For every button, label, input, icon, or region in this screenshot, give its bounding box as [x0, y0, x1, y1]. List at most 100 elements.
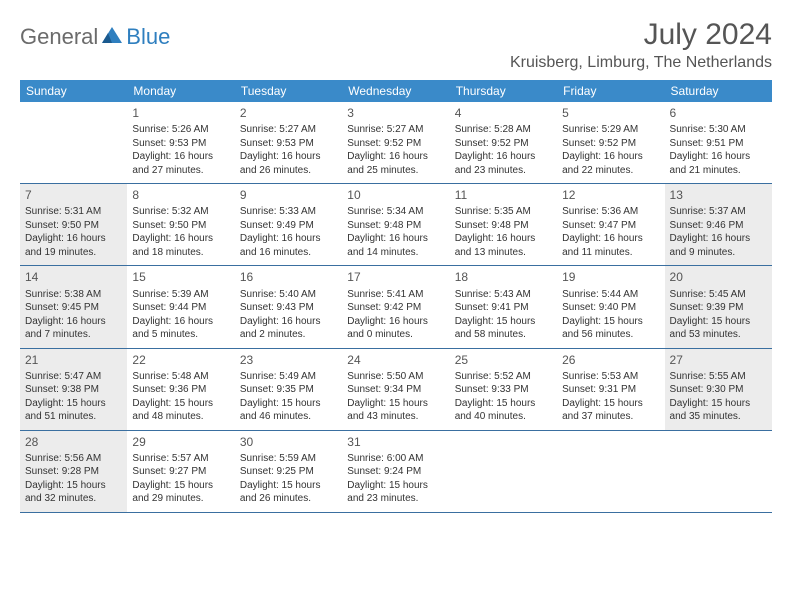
day-number: 29 — [132, 434, 229, 450]
day-info-line: Sunrise: 5:45 AM — [670, 288, 767, 302]
day-info-line: Daylight: 16 hours — [25, 315, 122, 329]
logo-triangle-icon — [102, 27, 122, 48]
day-info-line: Daylight: 15 hours — [670, 315, 767, 329]
day-info-line: Daylight: 15 hours — [347, 397, 444, 411]
day-info-line: Sunrise: 5:34 AM — [347, 205, 444, 219]
day-info-line: Sunrise: 5:27 AM — [240, 123, 337, 137]
day-info-line: and 51 minutes. — [25, 410, 122, 424]
day-info-line: Sunrise: 5:29 AM — [562, 123, 659, 137]
day-info-line: and 19 minutes. — [25, 246, 122, 260]
day-cell: 4Sunrise: 5:28 AMSunset: 9:52 PMDaylight… — [450, 102, 557, 183]
day-info-line: Sunrise: 5:37 AM — [670, 205, 767, 219]
day-info-line: Daylight: 16 hours — [562, 232, 659, 246]
day-info-line: and 21 minutes. — [670, 164, 767, 178]
day-info-line: Daylight: 16 hours — [347, 315, 444, 329]
day-number: 27 — [670, 352, 767, 368]
day-cell: 8 Sunrise: 5:32 AMSunset: 9:50 PMDaylight… — [127, 184, 234, 265]
day-cell: 26Sunrise: 5:53 AMSunset: 9:31 PMDayligh… — [557, 349, 664, 430]
day-number: 15 — [132, 269, 229, 285]
day-info-line: Sunset: 9:43 PM — [240, 301, 337, 315]
day-info-line: Sunset: 9:44 PM — [132, 301, 229, 315]
day-info-line: and 25 minutes. — [347, 164, 444, 178]
day-info-line: and 7 minutes. — [25, 328, 122, 342]
day-cell: 9Sunrise: 5:33 AMSunset: 9:49 PMDaylight… — [235, 184, 342, 265]
weekday-cell: Monday — [127, 80, 234, 102]
day-info-line: Sunrise: 5:56 AM — [25, 452, 122, 466]
day-number: 26 — [562, 352, 659, 368]
day-info-line: Sunrise: 5:38 AM — [25, 288, 122, 302]
day-info-line: Sunset: 9:52 PM — [347, 137, 444, 151]
day-info-line: and 2 minutes. — [240, 328, 337, 342]
day-info-line: Sunrise: 5:28 AM — [455, 123, 552, 137]
day-info-line: and 13 minutes. — [455, 246, 552, 260]
day-info-line: Sunset: 9:52 PM — [455, 137, 552, 151]
day-cell: 18Sunrise: 5:43 AMSunset: 9:41 PMDayligh… — [450, 266, 557, 347]
day-info-line: Daylight: 15 hours — [562, 315, 659, 329]
day-number: 23 — [240, 352, 337, 368]
day-info-line: Sunset: 9:25 PM — [240, 465, 337, 479]
day-info-line: Daylight: 15 hours — [25, 479, 122, 493]
day-info-line: Daylight: 15 hours — [25, 397, 122, 411]
day-cell: 31Sunrise: 6:00 AMSunset: 9:24 PMDayligh… — [342, 431, 449, 512]
day-cell: 7Sunrise: 5:31 AMSunset: 9:50 PMDaylight… — [20, 184, 127, 265]
day-cell: 21Sunrise: 5:47 AMSunset: 9:38 PMDayligh… — [20, 349, 127, 430]
weekday-cell: Tuesday — [235, 80, 342, 102]
weekday-cell: Sunday — [20, 80, 127, 102]
day-info-line: Daylight: 16 hours — [562, 150, 659, 164]
day-info-line: and 18 minutes. — [132, 246, 229, 260]
day-cell: 23Sunrise: 5:49 AMSunset: 9:35 PMDayligh… — [235, 349, 342, 430]
day-info-line: Sunset: 9:39 PM — [670, 301, 767, 315]
day-info-line: Sunset: 9:33 PM — [455, 383, 552, 397]
day-info-line: Daylight: 16 hours — [670, 150, 767, 164]
day-info-line: Sunset: 9:31 PM — [562, 383, 659, 397]
day-info-line: Sunrise: 5:55 AM — [670, 370, 767, 384]
day-info-line: Sunset: 9:46 PM — [670, 219, 767, 233]
day-cell: 24Sunrise: 5:50 AMSunset: 9:34 PMDayligh… — [342, 349, 449, 430]
day-number: 19 — [562, 269, 659, 285]
day-info-line: Sunrise: 5:47 AM — [25, 370, 122, 384]
day-number: 1 — [132, 105, 229, 121]
day-info-line: Sunset: 9:48 PM — [347, 219, 444, 233]
day-cell: 5Sunrise: 5:29 AMSunset: 9:52 PMDaylight… — [557, 102, 664, 183]
day-info-line: Sunset: 9:45 PM — [25, 301, 122, 315]
week-row: 7Sunrise: 5:31 AMSunset: 9:50 PMDaylight… — [20, 184, 772, 266]
day-info-line: Sunset: 9:35 PM — [240, 383, 337, 397]
day-info-line: Daylight: 15 hours — [455, 315, 552, 329]
day-info-line: Daylight: 15 hours — [240, 479, 337, 493]
day-number: 20 — [670, 269, 767, 285]
day-info-line: Sunrise: 5:43 AM — [455, 288, 552, 302]
day-number: 8 — [132, 187, 229, 203]
day-cell — [450, 431, 557, 512]
day-info-line: Sunrise: 5:57 AM — [132, 452, 229, 466]
day-info-line: Sunset: 9:53 PM — [240, 137, 337, 151]
day-number: 13 — [670, 187, 767, 203]
day-cell: 30Sunrise: 5:59 AMSunset: 9:25 PMDayligh… — [235, 431, 342, 512]
day-cell: 16Sunrise: 5:40 AMSunset: 9:43 PMDayligh… — [235, 266, 342, 347]
day-info-line: and 11 minutes. — [562, 246, 659, 260]
day-info-line: and 0 minutes. — [347, 328, 444, 342]
day-cell: 19Sunrise: 5:44 AMSunset: 9:40 PMDayligh… — [557, 266, 664, 347]
day-info-line: and 35 minutes. — [670, 410, 767, 424]
title-block: July 2024 Kruisberg, Limburg, The Nether… — [510, 18, 772, 72]
day-number: 21 — [25, 352, 122, 368]
day-info-line: and 26 minutes. — [240, 492, 337, 506]
day-number: 18 — [455, 269, 552, 285]
day-number: 31 — [347, 434, 444, 450]
day-number: 5 — [562, 105, 659, 121]
day-number: 6 — [670, 105, 767, 121]
day-info-line: Daylight: 16 hours — [132, 150, 229, 164]
day-info-line: Sunrise: 5:32 AM — [132, 205, 229, 219]
day-info-line: Daylight: 15 hours — [347, 479, 444, 493]
week-row: 14Sunrise: 5:38 AMSunset: 9:45 PMDayligh… — [20, 266, 772, 348]
day-info-line: Sunset: 9:50 PM — [132, 219, 229, 233]
day-info-line: Daylight: 16 hours — [132, 232, 229, 246]
day-cell: 11Sunrise: 5:35 AMSunset: 9:48 PMDayligh… — [450, 184, 557, 265]
day-cell: 17Sunrise: 5:41 AMSunset: 9:42 PMDayligh… — [342, 266, 449, 347]
day-info-line: and 40 minutes. — [455, 410, 552, 424]
day-info-line: Daylight: 16 hours — [240, 232, 337, 246]
location-text: Kruisberg, Limburg, The Netherlands — [510, 54, 772, 72]
day-info-line: Sunrise: 6:00 AM — [347, 452, 444, 466]
day-cell: 14Sunrise: 5:38 AMSunset: 9:45 PMDayligh… — [20, 266, 127, 347]
day-info-line: Daylight: 16 hours — [240, 315, 337, 329]
day-info-line: and 43 minutes. — [347, 410, 444, 424]
